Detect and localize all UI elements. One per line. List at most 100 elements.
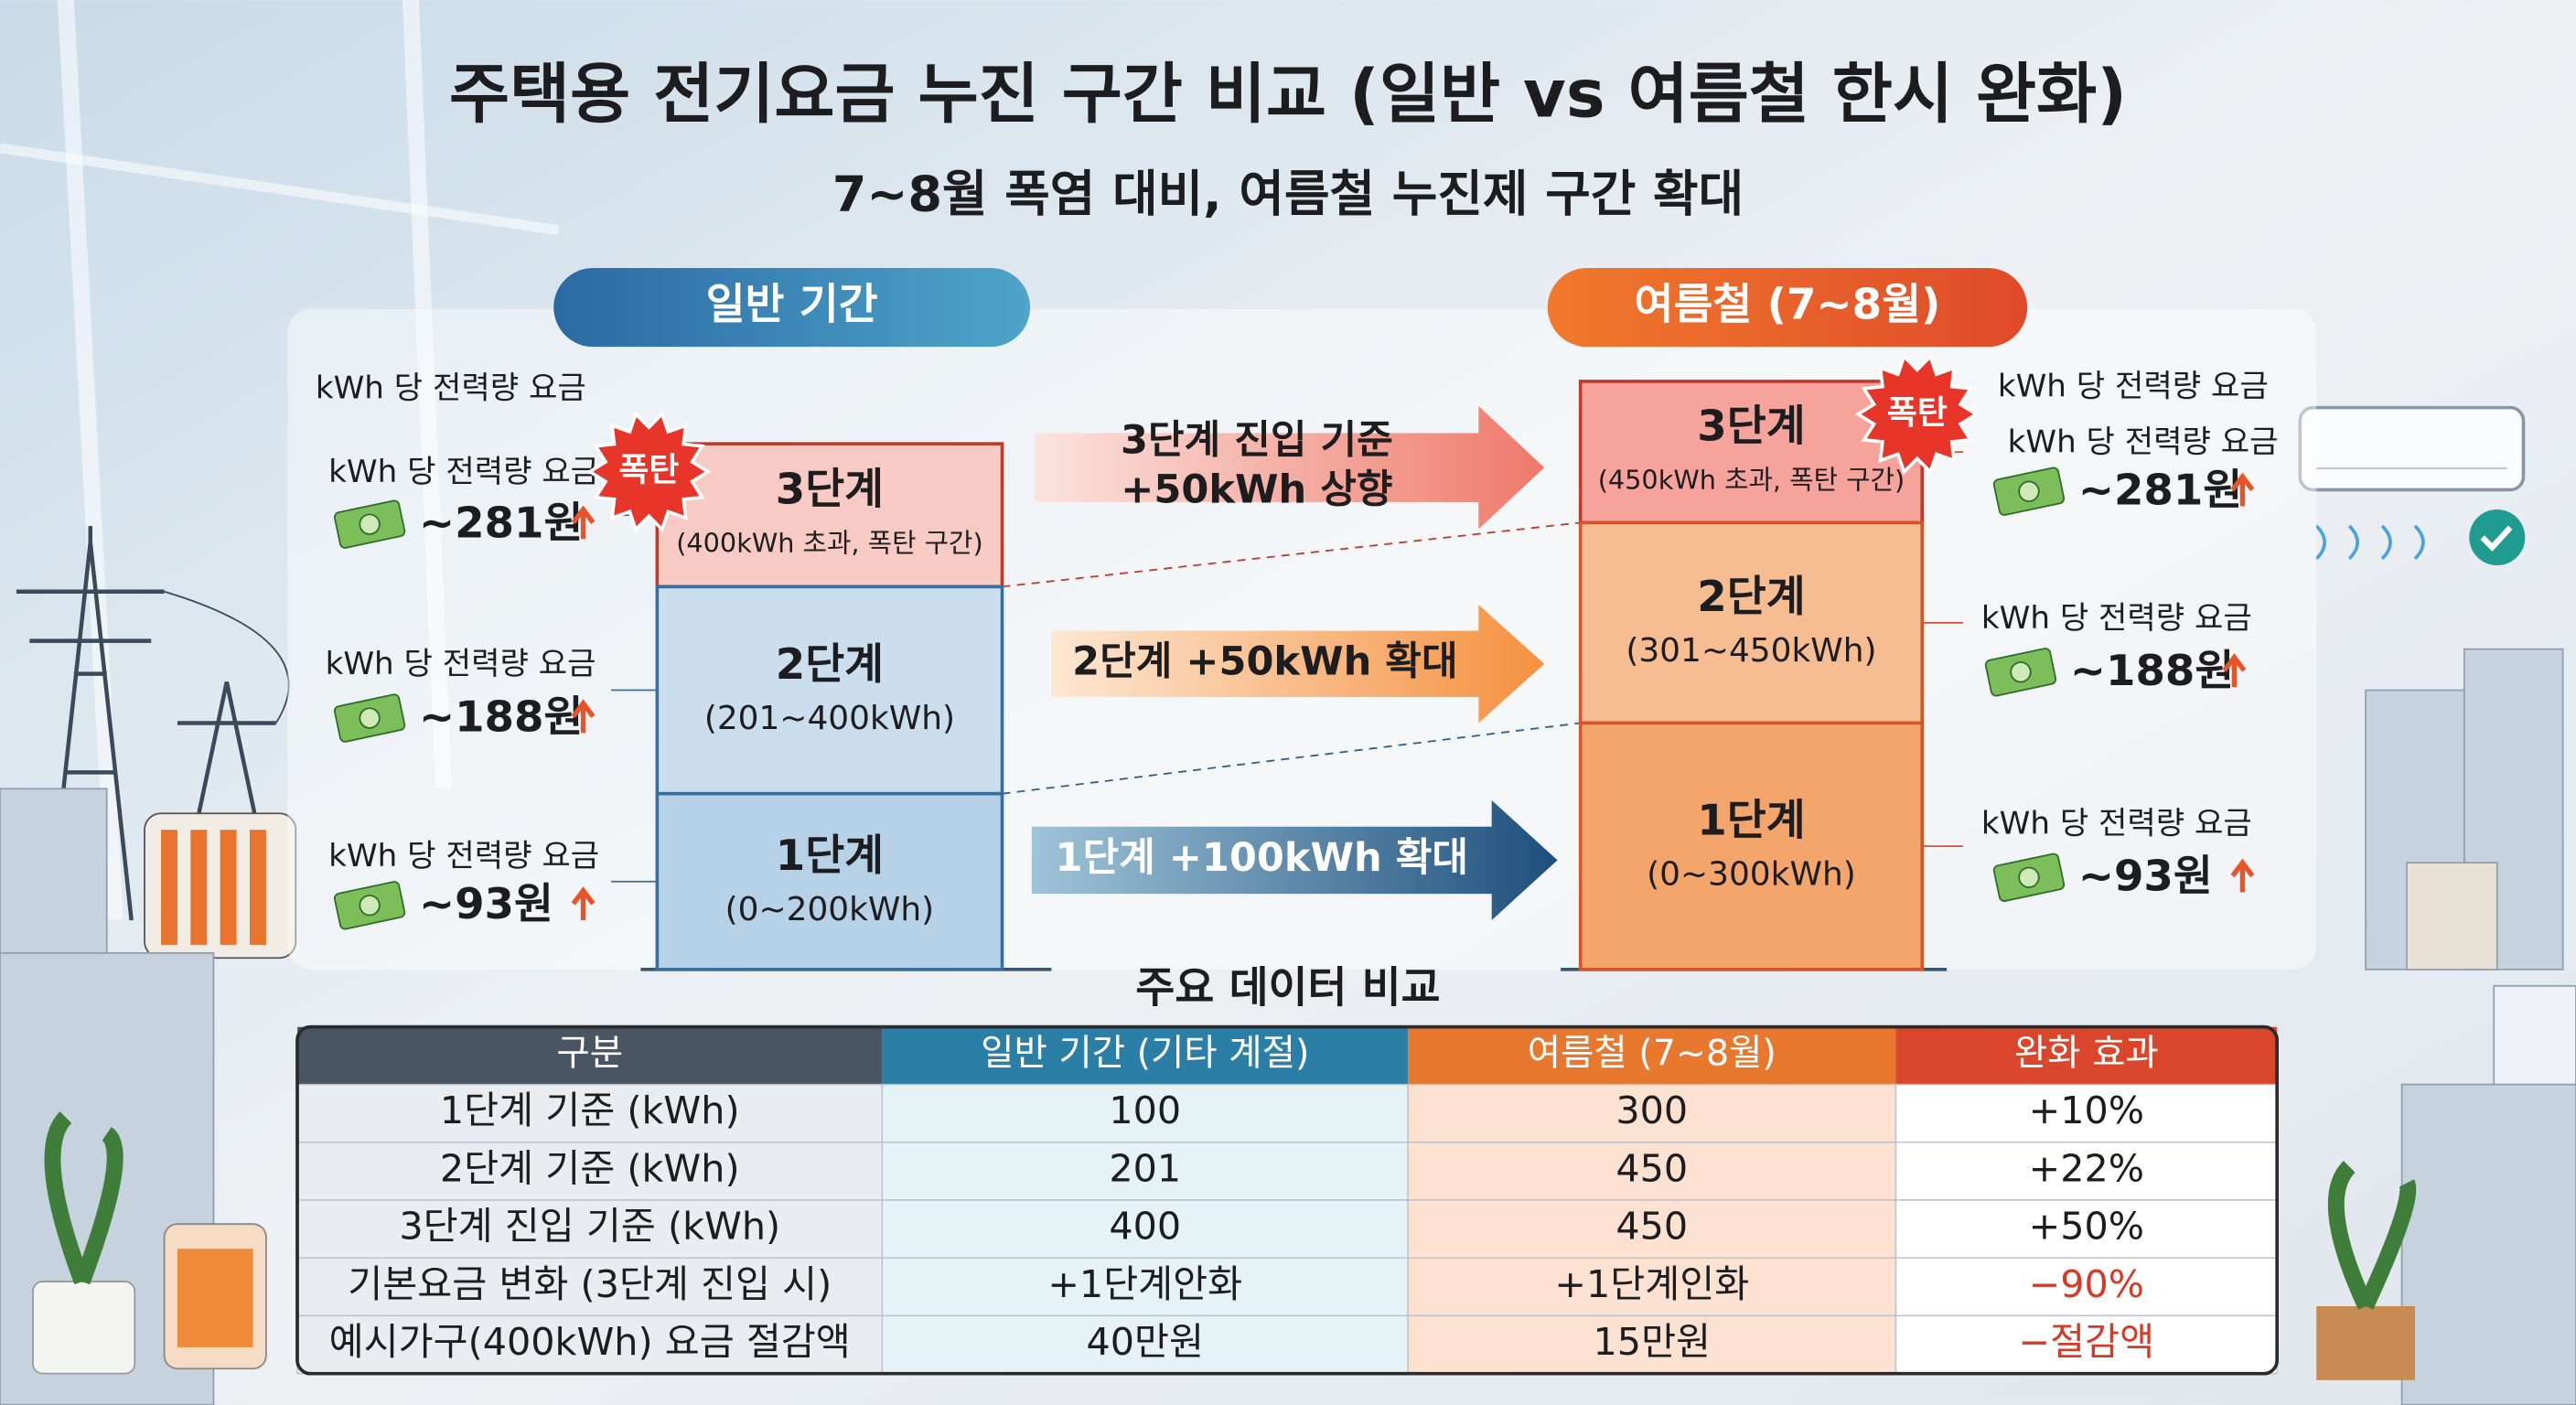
decoration (16, 525, 165, 921)
decoration (177, 1249, 253, 1347)
rate-value: ~188원 (2070, 647, 2235, 696)
period-header (553, 267, 1031, 348)
tier-name: 1단계 (776, 831, 884, 881)
subtitle: 7~8월 폭염 대비, 여름철 누진제 구간 확대 (832, 165, 1744, 222)
change-arrow (1035, 405, 1545, 530)
money-icon (359, 707, 381, 729)
table-cell (881, 1314, 1409, 1375)
change-arrow (1031, 799, 1558, 920)
column-header: 여름철 (7~8월) (1528, 1033, 1776, 1075)
table-cell (1894, 1199, 2278, 1259)
decoration (2469, 509, 2526, 566)
header-cell (1895, 1026, 2278, 1085)
change-arrows: 3단계 진입 기준+50kWh 상향 2단계 +50kWh 확대 1단계 +100k… (1031, 405, 1558, 920)
rate-up-icon (571, 505, 596, 540)
rate-up-icon (571, 699, 596, 734)
rate-value: ~93원 (2078, 853, 2213, 902)
table-cell (881, 1199, 1409, 1259)
badge-burst (1854, 353, 1980, 476)
badge-label: 폭탄 (1887, 394, 1948, 432)
table-text: −절감액 (2019, 1320, 2155, 1364)
badge-label: 폭탄 (618, 452, 679, 489)
rate-up-icon (2230, 858, 2255, 893)
money-icon (2010, 661, 2032, 683)
table-cell (1894, 1083, 2278, 1143)
period-label: 여름철 (7~8월) (1635, 281, 1941, 330)
table-cell (296, 1142, 884, 1201)
decoration (2493, 984, 2576, 1086)
table-cell (1407, 1314, 1897, 1375)
table-cell (1894, 1142, 2278, 1201)
decoration (2480, 525, 2513, 552)
change-text: +50kWh 상향 (1121, 467, 1392, 513)
window-decoration (0, 0, 560, 921)
title: 주택용 전기요금 누진 구간 비교 (일반 vs 여름철 한시 완화) (449, 56, 2127, 133)
period-label: 일반 기간 (706, 281, 878, 330)
rate-label: kWh 당 전력량 요금 (1981, 805, 2252, 842)
rate-label: kWh 당 전력량 요금 (2008, 424, 2279, 461)
tier-block (1578, 520, 1925, 725)
decoration (2327, 1161, 2417, 1310)
table-text: 예시가구(400kWh) 요금 절감액 (329, 1320, 851, 1364)
header-cell (1408, 1026, 1896, 1085)
decoration (249, 830, 266, 945)
table-text: 300 (1615, 1089, 1688, 1132)
table-border (295, 1024, 2279, 1376)
table-text: 100 (1109, 1089, 1181, 1132)
column-header: 일반 기간 (기타 계절) (981, 1033, 1309, 1075)
power-tower (16, 525, 290, 921)
decoration (32, 1281, 136, 1375)
decoration (57, 0, 123, 921)
tier-range: (301~450kWh) (1626, 632, 1876, 670)
rate-value: ~188원 (419, 692, 584, 742)
change-text: 3단계 진입 기준 (1121, 418, 1393, 464)
rate-value: ~93원 (419, 880, 553, 929)
air-conditioner (2298, 405, 2526, 566)
period-header (1547, 267, 2028, 348)
table-title: 주요 데이터 비교 (1135, 964, 1440, 1014)
decoration (161, 830, 177, 945)
decoration (177, 681, 276, 822)
tier-block (655, 442, 1004, 589)
decoration (2406, 862, 2498, 971)
decoration (164, 590, 290, 724)
header-cell (882, 1026, 1409, 1085)
tier-name: 1단계 (1697, 797, 1805, 846)
table-text: 1단계 기준 (kWh) (440, 1089, 740, 1132)
tier-name: 2단계 (776, 640, 884, 690)
change-arrow (1051, 605, 1545, 724)
decoration (2316, 1306, 2415, 1380)
change-text: 2단계 +50kWh 확대 (1072, 638, 1458, 684)
header-cell (297, 1026, 883, 1085)
table-text: 450 (1615, 1146, 1688, 1190)
table-text: 450 (1615, 1205, 1688, 1249)
tier-range: (201~400kWh) (704, 700, 955, 737)
decoration (220, 830, 237, 945)
tier-range: (0~300kWh) (1647, 855, 1856, 893)
rate-up-icon (571, 886, 596, 920)
tier-range: (400kWh 초과, 폭탄 구간) (676, 528, 982, 559)
tier-name: 2단계 (1697, 573, 1805, 622)
table-cell (881, 1257, 1409, 1317)
plant (32, 1111, 2417, 1380)
table-cell (1894, 1257, 2278, 1317)
tier-range: (0~200kWh) (725, 891, 935, 928)
table-text: +1단계안화 (1047, 1262, 1242, 1306)
table-text: +1단계인화 (1554, 1262, 1749, 1306)
money-icon (359, 895, 381, 917)
table-text: 2단계 기준 (kWh) (440, 1146, 740, 1190)
table-text: 400 (1109, 1205, 1181, 1249)
decoration (2314, 524, 2425, 561)
tier-block (655, 585, 1004, 796)
money-icon (2018, 866, 2040, 888)
rate-label: kWh 당 전력량 요금 (326, 646, 596, 682)
decoration (190, 830, 208, 945)
column-header: 완화 효과 (2014, 1033, 2159, 1075)
rate-label: kWh 당 전력량 요금 (1981, 600, 2252, 637)
data-table: 구분 일반 기간 (기타 계절) 여름철 (7~8월) 완화 효과 1단계 기준 (kW… (295, 1024, 2279, 1376)
badge-burst (586, 411, 712, 533)
decoration (0, 143, 560, 236)
tier-range: (450kWh 초과, 폭탄 구간) (1598, 464, 1905, 495)
rate-up-icon (2230, 472, 2255, 507)
